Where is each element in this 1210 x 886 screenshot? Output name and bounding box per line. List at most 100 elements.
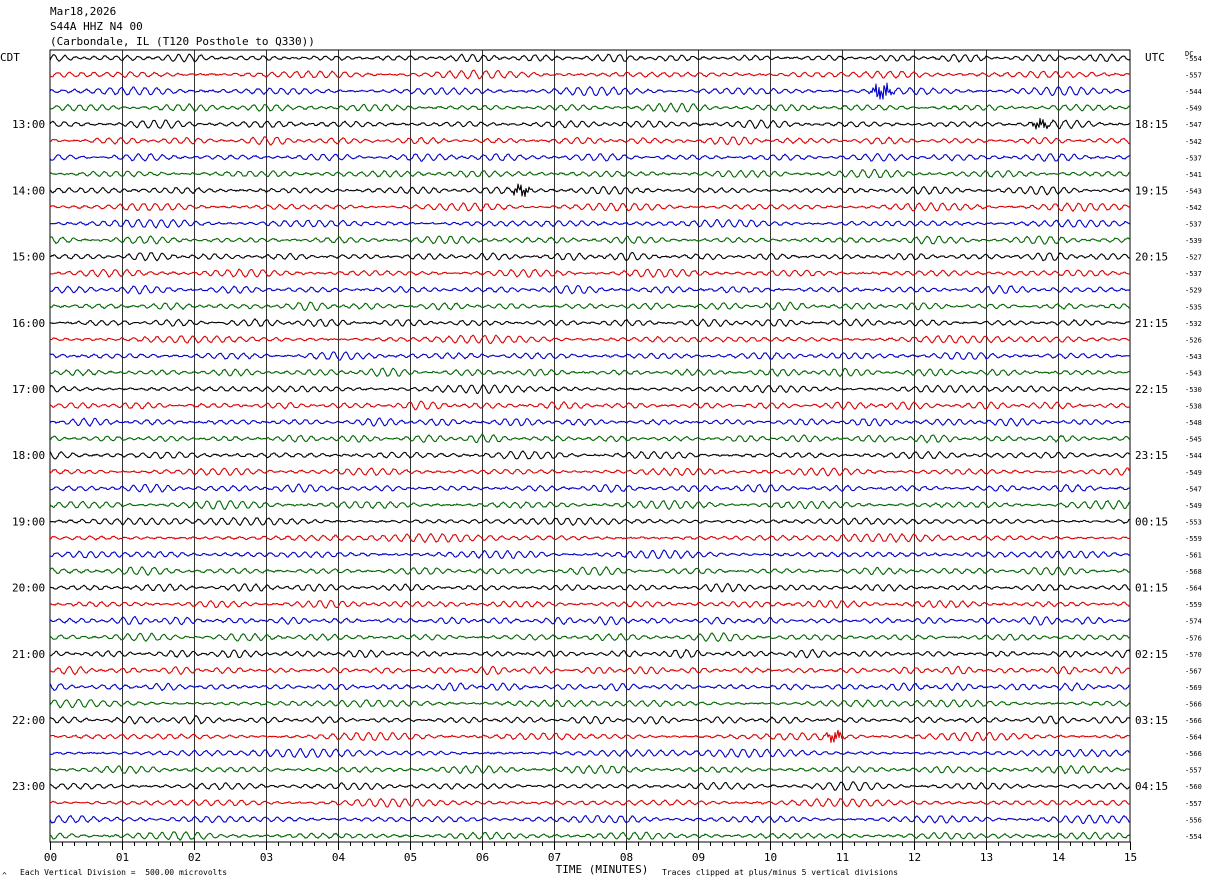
seismic-trace bbox=[49, 384, 1131, 394]
seismic-trace bbox=[49, 715, 1131, 725]
right-time-label: 19:15 bbox=[1135, 184, 1168, 197]
x-tick-label: 14 bbox=[1052, 851, 1066, 864]
x-tick-label: 12 bbox=[908, 851, 921, 864]
right-time-label: 20:15 bbox=[1135, 251, 1168, 264]
dc-offset-label: -526 bbox=[1185, 336, 1202, 344]
x-tick-label: 15 bbox=[1124, 851, 1137, 864]
dc-offset-label: -559 bbox=[1185, 535, 1202, 543]
station-code: S44A HHZ N4 00 bbox=[50, 20, 143, 33]
seismic-trace bbox=[49, 218, 1131, 229]
seismic-trace bbox=[49, 417, 1131, 427]
seismic-trace bbox=[49, 729, 1131, 743]
x-tick-label: 05 bbox=[404, 851, 417, 864]
dc-offset-label: -537 bbox=[1185, 221, 1202, 229]
dc-offset-label: -547 bbox=[1185, 485, 1202, 493]
x-tick-label: 07 bbox=[548, 851, 561, 864]
seismic-trace bbox=[49, 483, 1131, 493]
seismic-trace bbox=[49, 599, 1131, 609]
dc-offset-label: -570 bbox=[1185, 651, 1202, 659]
seismic-trace bbox=[49, 831, 1131, 841]
dc-offset-label: -560 bbox=[1185, 783, 1202, 791]
seismic-trace bbox=[49, 499, 1131, 510]
dc-offset-label: -567 bbox=[1185, 667, 1202, 675]
seismic-trace bbox=[49, 69, 1131, 80]
dc-offset-label: -566 bbox=[1185, 717, 1202, 725]
dc-offset-label: -529 bbox=[1185, 287, 1202, 295]
dc-offset-label: -542 bbox=[1185, 138, 1202, 146]
dc-offset-label: -569 bbox=[1185, 684, 1202, 692]
right-time-label: 22:15 bbox=[1135, 383, 1168, 396]
dc-offset-label: -566 bbox=[1185, 750, 1202, 758]
dc-offset-label: -544 bbox=[1185, 88, 1202, 96]
x-tick-label: 09 bbox=[692, 851, 705, 864]
dc-label: DC bbox=[1185, 50, 1193, 58]
seismic-trace bbox=[49, 517, 1130, 526]
x-tick-label: 11 bbox=[836, 851, 849, 864]
left-time-label: 22:00 bbox=[12, 714, 45, 727]
left-time-label: 17:00 bbox=[12, 383, 45, 396]
right-time-label: 21:15 bbox=[1135, 317, 1168, 330]
seismic-trace bbox=[49, 814, 1131, 825]
seismic-trace bbox=[49, 450, 1130, 460]
dc-offset-label: -557 bbox=[1185, 767, 1202, 775]
dc-offset-label: -543 bbox=[1185, 369, 1202, 377]
dc-offset-label: -545 bbox=[1185, 436, 1202, 444]
seismic-trace bbox=[49, 268, 1131, 278]
dc-offset-label: -549 bbox=[1185, 502, 1202, 510]
left-time-label: 16:00 bbox=[12, 317, 45, 330]
scale-note: Each Vertical Division = 500.00 microvol… bbox=[20, 868, 228, 877]
cdt-label: CDT bbox=[0, 51, 20, 64]
seismic-trace bbox=[49, 615, 1131, 626]
dc-offset-label: -548 bbox=[1185, 419, 1202, 427]
seismic-trace bbox=[49, 251, 1131, 262]
dc-offset-label: -527 bbox=[1185, 254, 1202, 262]
dc-offset-label: -544 bbox=[1185, 452, 1202, 460]
seismic-trace bbox=[49, 117, 1131, 130]
seismic-trace bbox=[49, 781, 1131, 791]
seismic-trace bbox=[49, 549, 1131, 560]
right-time-label: 18:15 bbox=[1135, 118, 1168, 131]
left-time-label: 21:00 bbox=[12, 648, 45, 661]
right-time-label: 03:15 bbox=[1135, 714, 1168, 727]
x-tick-label: 08 bbox=[620, 851, 633, 864]
x-tick-label: 01 bbox=[116, 851, 129, 864]
seismic-trace bbox=[49, 284, 1131, 295]
dc-offset-label: -541 bbox=[1185, 171, 1202, 179]
seismic-trace bbox=[49, 467, 1131, 477]
seismic-trace bbox=[49, 748, 1131, 759]
seismic-trace bbox=[49, 351, 1131, 361]
dc-offset-label: -561 bbox=[1185, 552, 1202, 560]
seismic-trace bbox=[49, 334, 1131, 344]
left-time-label: 23:00 bbox=[12, 780, 45, 793]
dc-offset-label: -535 bbox=[1185, 303, 1202, 311]
left-time-label: 18:00 bbox=[12, 449, 45, 462]
seismic-trace bbox=[49, 202, 1131, 212]
x-tick-label: 00 bbox=[44, 851, 57, 864]
seismic-trace bbox=[49, 400, 1131, 411]
seismic-trace bbox=[49, 301, 1131, 312]
seismic-trace bbox=[49, 764, 1130, 775]
dc-offset-label: -557 bbox=[1185, 72, 1202, 80]
x-axis-title: TIME (MINUTES) bbox=[556, 863, 649, 876]
station-location: (Carbondale, IL (T120 Posthole to Q330)) bbox=[50, 35, 315, 48]
dc-offset-label: -530 bbox=[1185, 386, 1202, 394]
dc-offset-label: -543 bbox=[1185, 353, 1202, 361]
right-time-label: 04:15 bbox=[1135, 780, 1168, 793]
right-time-label: 02:15 bbox=[1135, 648, 1168, 661]
seismic-trace bbox=[49, 648, 1131, 659]
seismic-trace bbox=[49, 698, 1131, 709]
dc-offset-label: -539 bbox=[1185, 237, 1202, 245]
dc-offset-label: -554 bbox=[1185, 55, 1202, 63]
seismic-trace bbox=[49, 682, 1131, 692]
dc-offset-label: -556 bbox=[1185, 816, 1202, 824]
x-tick-label: 13 bbox=[980, 851, 993, 864]
dc-offset-label: -568 bbox=[1185, 568, 1202, 576]
dc-offset-label: -549 bbox=[1185, 469, 1202, 477]
dc-offset-label: -532 bbox=[1185, 320, 1202, 328]
seismic-trace bbox=[49, 533, 1131, 543]
x-tick-label: 06 bbox=[476, 851, 489, 864]
seismic-trace bbox=[49, 566, 1131, 576]
x-tick-label: 04 bbox=[332, 851, 346, 864]
seismic-trace bbox=[49, 433, 1131, 444]
